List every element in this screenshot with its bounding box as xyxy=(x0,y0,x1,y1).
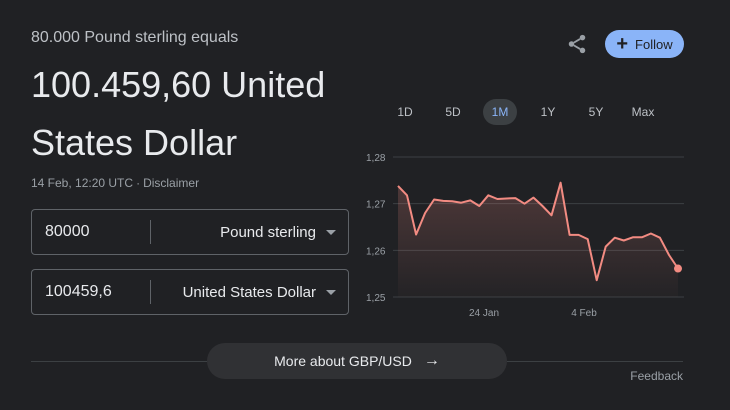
to-currency-select[interactable]: United States Dollar xyxy=(151,284,348,301)
conversion-subhead: 80.000 Pound sterling equals xyxy=(31,29,239,46)
from-currency-label: Pound sterling xyxy=(220,223,316,241)
y-tick-label: 1,26 xyxy=(366,246,386,257)
to-currency-label: United States Dollar xyxy=(182,283,316,301)
more-about-button[interactable]: More about GBP/USD → xyxy=(207,343,507,379)
y-tick-label: 1,28 xyxy=(366,153,386,164)
y-tick-label: 1,27 xyxy=(366,200,386,211)
arrow-right-icon: → xyxy=(423,352,440,369)
y-tick-label: 1,25 xyxy=(366,293,386,304)
more-about-label: More about GBP/USD xyxy=(274,353,412,369)
meta-separator: · xyxy=(136,176,141,190)
share-icon[interactable] xyxy=(566,33,588,55)
range-1m[interactable]: 1M xyxy=(483,99,517,125)
chevron-down-icon xyxy=(326,229,336,235)
conversion-meta: 14 Feb, 12:20 UTC · Disclaimer xyxy=(31,176,199,190)
range-1d[interactable]: 1D xyxy=(397,105,413,119)
follow-label: Follow xyxy=(635,36,673,52)
range-1y[interactable]: 1Y xyxy=(540,105,556,119)
to-currency-row: 100459,6 United States Dollar xyxy=(31,269,349,315)
range-5y[interactable]: 5Y xyxy=(588,105,604,119)
chart-line xyxy=(397,181,679,282)
timestamp: 14 Feb, 12:20 UTC xyxy=(31,176,134,190)
chart-area xyxy=(398,182,678,297)
x-tick-label: 4 Feb xyxy=(571,308,597,319)
from-currency-select[interactable]: Pound sterling xyxy=(151,224,348,241)
disclaimer-link[interactable]: Disclaimer xyxy=(143,176,200,190)
plus-icon: + xyxy=(616,33,629,55)
range-max[interactable]: Max xyxy=(631,105,655,119)
time-range-selector: 1D 5D 1M 1Y 5Y Max xyxy=(380,99,670,125)
conversion-result: 100.459,60 United States Dollar xyxy=(31,64,326,163)
feedback-link[interactable]: Feedback xyxy=(630,369,683,383)
from-currency-row: 80000 Pound sterling xyxy=(31,209,349,255)
x-tick-label: 24 Jan xyxy=(469,308,499,319)
from-amount-input[interactable]: 80000 xyxy=(32,220,151,244)
divider xyxy=(507,361,683,362)
range-5d[interactable]: 5D xyxy=(445,105,461,119)
divider xyxy=(31,361,207,362)
chart-endpoint-dot xyxy=(674,264,682,273)
chevron-down-icon xyxy=(326,289,336,295)
to-amount-input[interactable]: 100459,6 xyxy=(32,280,151,304)
follow-button[interactable]: + Follow xyxy=(605,30,684,58)
